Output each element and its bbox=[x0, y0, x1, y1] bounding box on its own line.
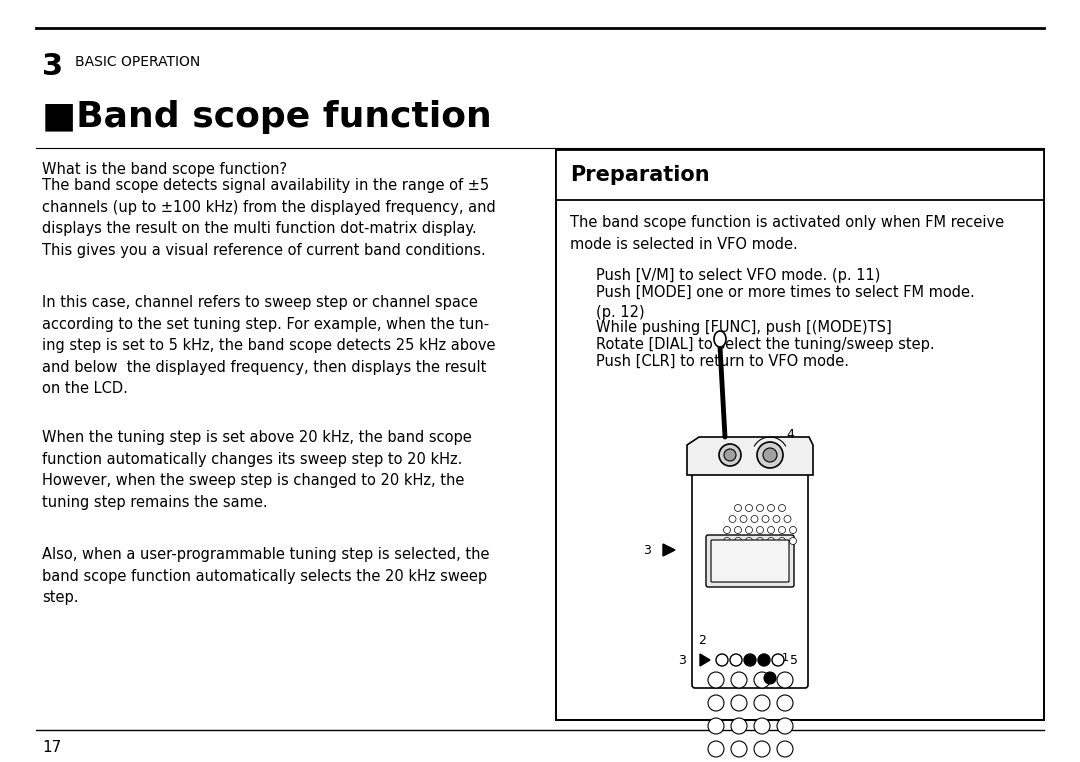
Bar bbox=[556, 150, 1044, 200]
Text: While pushing [FUNC], push [(MODE)TS]: While pushing [FUNC], push [(MODE)TS] bbox=[596, 320, 892, 335]
Circle shape bbox=[756, 549, 764, 555]
Text: When the tuning step is set above 20 kHz, the band scope
function automatically : When the tuning step is set above 20 kHz… bbox=[42, 430, 472, 510]
Circle shape bbox=[745, 527, 753, 533]
Circle shape bbox=[716, 654, 728, 666]
Circle shape bbox=[724, 449, 735, 461]
Circle shape bbox=[708, 672, 724, 688]
Text: ■Band scope function: ■Band scope function bbox=[42, 100, 491, 134]
Circle shape bbox=[708, 741, 724, 757]
Text: Also, when a user-programmable tuning step is selected, the
band scope function : Also, when a user-programmable tuning st… bbox=[42, 547, 489, 605]
Circle shape bbox=[745, 537, 753, 545]
Circle shape bbox=[734, 537, 742, 545]
Circle shape bbox=[730, 654, 742, 666]
Circle shape bbox=[768, 537, 774, 545]
Circle shape bbox=[789, 537, 797, 545]
Circle shape bbox=[762, 448, 777, 462]
Circle shape bbox=[754, 718, 770, 734]
Ellipse shape bbox=[714, 331, 726, 347]
Bar bbox=[556, 150, 1044, 720]
Text: The band scope detects signal availability in the range of ±5
channels (up to ±1: The band scope detects signal availabili… bbox=[42, 178, 496, 258]
Text: In this case, channel refers to sweep step or channel space
according to the set: In this case, channel refers to sweep st… bbox=[42, 295, 496, 396]
Circle shape bbox=[731, 741, 747, 757]
Circle shape bbox=[773, 516, 780, 523]
Circle shape bbox=[744, 654, 756, 666]
Circle shape bbox=[731, 718, 747, 734]
Circle shape bbox=[777, 695, 793, 711]
Text: Push [V/M] to select VFO mode. (p. 11): Push [V/M] to select VFO mode. (p. 11) bbox=[596, 268, 880, 283]
Text: 4: 4 bbox=[786, 428, 794, 441]
FancyBboxPatch shape bbox=[706, 535, 794, 587]
Circle shape bbox=[729, 516, 735, 523]
Circle shape bbox=[779, 527, 785, 533]
Circle shape bbox=[756, 527, 764, 533]
Circle shape bbox=[768, 549, 774, 555]
Text: 3: 3 bbox=[643, 543, 651, 556]
Circle shape bbox=[754, 695, 770, 711]
Circle shape bbox=[745, 549, 753, 555]
Circle shape bbox=[719, 444, 741, 466]
Circle shape bbox=[758, 654, 770, 666]
Circle shape bbox=[784, 516, 791, 523]
Text: Rotate [DIAL] to select the tuning/sweep step.: Rotate [DIAL] to select the tuning/sweep… bbox=[596, 337, 934, 352]
Circle shape bbox=[777, 672, 793, 688]
Circle shape bbox=[734, 504, 742, 511]
Text: 5: 5 bbox=[789, 654, 798, 667]
Circle shape bbox=[779, 537, 785, 545]
Text: 1: 1 bbox=[782, 653, 789, 663]
Circle shape bbox=[751, 516, 758, 523]
Text: Push [MODE] one or more times to select FM mode.
(p. 12): Push [MODE] one or more times to select … bbox=[596, 285, 975, 320]
Circle shape bbox=[734, 527, 742, 533]
Circle shape bbox=[708, 718, 724, 734]
Text: Push [CLR] to return to VFO mode.: Push [CLR] to return to VFO mode. bbox=[596, 354, 849, 369]
Polygon shape bbox=[700, 654, 710, 666]
FancyBboxPatch shape bbox=[711, 540, 789, 582]
Circle shape bbox=[731, 695, 747, 711]
Circle shape bbox=[740, 516, 747, 523]
Text: 2: 2 bbox=[698, 633, 706, 646]
Circle shape bbox=[754, 672, 770, 688]
Circle shape bbox=[724, 537, 730, 545]
Circle shape bbox=[779, 504, 785, 511]
Circle shape bbox=[768, 504, 774, 511]
FancyBboxPatch shape bbox=[692, 472, 808, 688]
Circle shape bbox=[779, 549, 785, 555]
Text: What is the band scope function?: What is the band scope function? bbox=[42, 162, 287, 177]
Circle shape bbox=[777, 741, 793, 757]
Circle shape bbox=[757, 442, 783, 468]
Circle shape bbox=[756, 504, 764, 511]
Circle shape bbox=[745, 504, 753, 511]
Circle shape bbox=[734, 549, 742, 555]
Text: 3: 3 bbox=[678, 654, 686, 667]
Circle shape bbox=[772, 654, 784, 666]
Text: 3: 3 bbox=[42, 52, 63, 81]
Circle shape bbox=[724, 527, 730, 533]
Polygon shape bbox=[663, 544, 675, 556]
Circle shape bbox=[754, 741, 770, 757]
Circle shape bbox=[764, 672, 777, 684]
Circle shape bbox=[708, 695, 724, 711]
Text: Preparation: Preparation bbox=[570, 165, 710, 185]
Circle shape bbox=[756, 537, 764, 545]
Circle shape bbox=[731, 672, 747, 688]
Text: BASIC OPERATION: BASIC OPERATION bbox=[75, 55, 200, 69]
Polygon shape bbox=[687, 437, 813, 475]
Circle shape bbox=[768, 527, 774, 533]
Circle shape bbox=[762, 516, 769, 523]
Circle shape bbox=[777, 718, 793, 734]
Circle shape bbox=[789, 527, 797, 533]
Text: 17: 17 bbox=[42, 740, 62, 755]
Text: The band scope function is activated only when FM receive
mode is selected in VF: The band scope function is activated onl… bbox=[570, 215, 1004, 251]
